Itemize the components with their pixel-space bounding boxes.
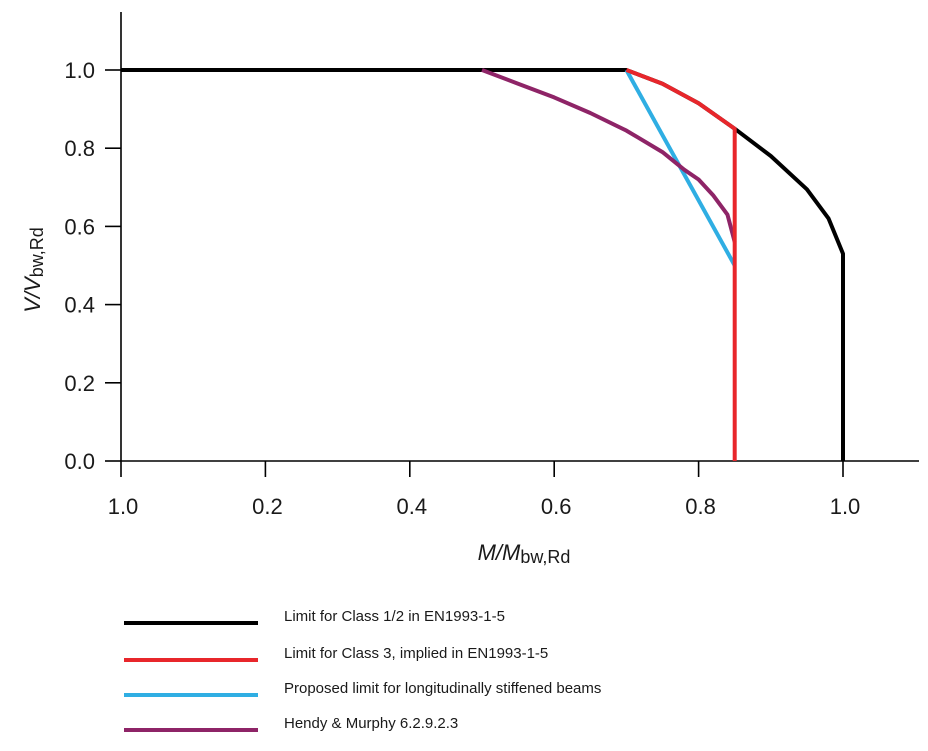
axes [120,12,919,462]
y-tick-label: 0.6 [64,214,95,239]
legend-item-class3: Limit for Class 3, implied in EN1993-1-5 [124,645,548,662]
legend-label: Proposed limit for longitudinally stiffe… [284,680,601,697]
x-axis-label-sub: bw,Rd [520,547,570,567]
x-axis-label-main: M/M [478,540,521,565]
y-tick-label: 0.8 [64,136,95,161]
series-layer [121,68,845,461]
x-tick-label: 0.6 [541,494,572,519]
ticks-layer: 1.0 0.2 0.4 0.6 0.8 1.0 0.0 0.2 0.4 0.6 0.8 1.0 [64,58,860,519]
y-axis-label: V/Vbw,Rd [20,227,47,313]
y-tick-label: 0.0 [64,449,95,474]
series-hendy-line [481,68,737,243]
series-class3-line [625,68,737,461]
legend-item-proposed: Proposed limit for longitudinally stiffe… [124,680,601,697]
x-tick-label: 0.4 [397,494,428,519]
y-tick-label: 1.0 [64,58,95,83]
x-tick-label: 1.0 [830,494,861,519]
y-axis-label-main: V/V [20,275,45,313]
legend: Limit for Class 1/2 in EN1993-1-5 Limit f… [124,608,601,732]
legend-item-hendy: Hendy & Murphy 6.2.9.2.3 [124,715,458,732]
y-tick-label: 0.2 [64,371,95,396]
legend-label: Limit for Class 1/2 in EN1993-1-5 [284,608,505,625]
x-tick-label: 1.0 [108,494,139,519]
legend-item-class12: Limit for Class 1/2 in EN1993-1-5 [124,608,505,625]
y-tick-label: 0.4 [64,293,95,318]
legend-label: Hendy & Murphy 6.2.9.2.3 [284,715,458,732]
x-axis-label: M/Mbw,Rd [478,540,571,567]
legend-label: Limit for Class 3, implied in EN1993-1-5 [284,645,548,662]
x-tick-label: 0.8 [685,494,716,519]
x-tick-label: 0.2 [252,494,283,519]
y-axis-label-sub: bw,Rd [27,227,47,277]
